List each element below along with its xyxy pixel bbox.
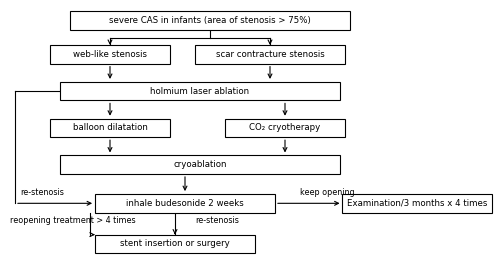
FancyBboxPatch shape [342,194,492,213]
Text: balloon dilatation: balloon dilatation [72,124,148,132]
FancyBboxPatch shape [225,119,345,137]
Text: Examination/3 months x 4 times: Examination/3 months x 4 times [348,199,488,208]
Text: inhale budesonide 2 weeks: inhale budesonide 2 weeks [126,199,244,208]
FancyBboxPatch shape [60,155,340,174]
Text: keep opening: keep opening [300,188,354,197]
FancyBboxPatch shape [70,11,350,30]
FancyBboxPatch shape [195,45,345,64]
Text: stent insertion or surgery: stent insertion or surgery [120,240,230,248]
Text: holmium laser ablation: holmium laser ablation [150,87,250,96]
FancyBboxPatch shape [60,82,340,100]
Text: scar contracture stenosis: scar contracture stenosis [216,50,324,59]
FancyBboxPatch shape [50,119,170,137]
Text: web-like stenosis: web-like stenosis [73,50,147,59]
Text: cryoablation: cryoablation [174,160,227,169]
FancyBboxPatch shape [50,45,170,64]
Text: reopening treatment > 4 times: reopening treatment > 4 times [10,216,136,225]
FancyBboxPatch shape [95,194,275,213]
FancyBboxPatch shape [95,235,255,253]
Text: re-stenosis: re-stenosis [20,188,64,197]
Text: re-stenosis: re-stenosis [195,216,239,225]
Text: CO₂ cryotherapy: CO₂ cryotherapy [250,124,320,132]
Text: severe CAS in infants (area of stenosis > 75%): severe CAS in infants (area of stenosis … [109,16,311,25]
